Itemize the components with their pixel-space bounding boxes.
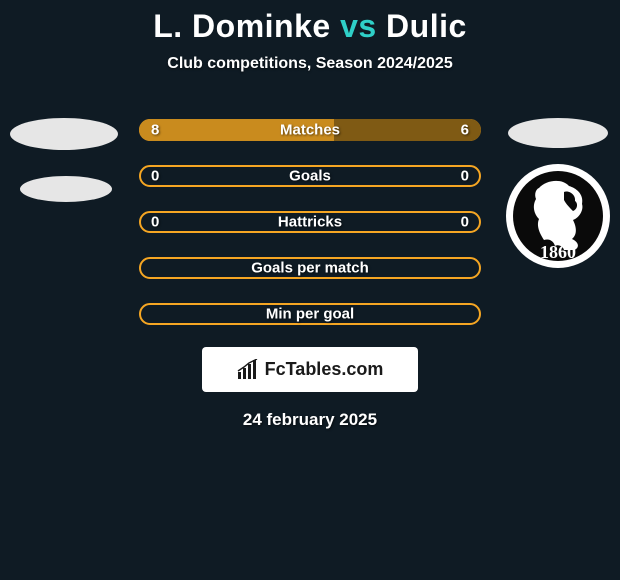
vs-text: vs bbox=[340, 8, 377, 44]
club-crest: 1860 bbox=[506, 164, 610, 273]
stat-value-left: 0 bbox=[151, 214, 159, 231]
content: L. Dominke vs Dulic Club competitions, S… bbox=[0, 0, 620, 430]
bar-right-fill bbox=[334, 119, 481, 141]
stat-value-left: 0 bbox=[151, 168, 159, 185]
stat-row: Matches 8 6 bbox=[139, 119, 481, 141]
stat-label: Hattricks bbox=[278, 214, 342, 231]
club-crest-icon: 1860 bbox=[506, 164, 610, 268]
player2-name: Dulic bbox=[386, 8, 467, 44]
stat-value-right: 6 bbox=[461, 122, 469, 139]
stat-value-right: 0 bbox=[461, 214, 469, 231]
stat-row: Hattricks 0 0 bbox=[139, 211, 481, 233]
page-title: L. Dominke vs Dulic bbox=[0, 8, 620, 45]
stat-label: Min per goal bbox=[266, 306, 354, 323]
left-ellipse-badge bbox=[20, 176, 112, 202]
stat-value-right: 0 bbox=[461, 168, 469, 185]
brand-box: FcTables.com bbox=[202, 347, 418, 392]
date-text: 24 february 2025 bbox=[0, 410, 620, 430]
left-ellipse-badge bbox=[10, 118, 118, 150]
right-ellipse-badge bbox=[508, 118, 608, 148]
brand-text: FcTables.com bbox=[265, 359, 384, 380]
stat-label: Matches bbox=[280, 122, 340, 139]
bars-icon bbox=[237, 359, 259, 381]
stat-row: Goals per match bbox=[139, 257, 481, 279]
right-badges: 1860 bbox=[506, 118, 610, 273]
stat-bars: Matches 8 6 Goals 0 0 Hattricks 0 0 Goals per mat… bbox=[139, 119, 481, 325]
stat-row: Goals 0 0 bbox=[139, 165, 481, 187]
subtitle: Club competitions, Season 2024/2025 bbox=[0, 55, 620, 73]
player1-name: L. Dominke bbox=[153, 8, 330, 44]
club-year: 1860 bbox=[540, 242, 576, 262]
left-badges bbox=[10, 118, 118, 202]
stat-label: Goals per match bbox=[251, 260, 369, 277]
stat-row: Min per goal bbox=[139, 303, 481, 325]
stat-label: Goals bbox=[289, 168, 331, 185]
stat-value-left: 8 bbox=[151, 122, 159, 139]
